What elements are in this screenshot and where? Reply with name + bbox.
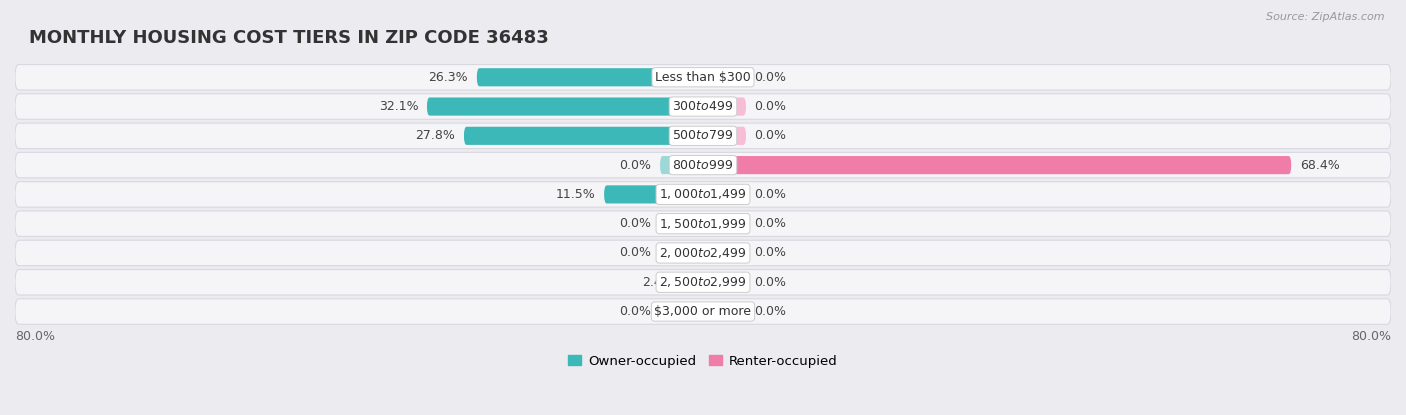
- FancyBboxPatch shape: [703, 244, 747, 262]
- Text: 27.8%: 27.8%: [415, 129, 456, 142]
- Text: Less than $300: Less than $300: [655, 71, 751, 84]
- Text: 0.0%: 0.0%: [620, 305, 651, 318]
- FancyBboxPatch shape: [682, 273, 703, 291]
- FancyBboxPatch shape: [703, 68, 747, 86]
- Text: $300 to $499: $300 to $499: [672, 100, 734, 113]
- FancyBboxPatch shape: [15, 64, 1391, 90]
- Text: 80.0%: 80.0%: [15, 330, 55, 343]
- FancyBboxPatch shape: [15, 269, 1391, 295]
- FancyBboxPatch shape: [703, 215, 747, 233]
- Text: 0.0%: 0.0%: [755, 305, 786, 318]
- Text: $800 to $999: $800 to $999: [672, 159, 734, 172]
- FancyBboxPatch shape: [15, 152, 1391, 178]
- Text: 0.0%: 0.0%: [755, 100, 786, 113]
- Text: 0.0%: 0.0%: [755, 276, 786, 289]
- FancyBboxPatch shape: [659, 215, 703, 233]
- FancyBboxPatch shape: [464, 127, 703, 145]
- Text: Source: ZipAtlas.com: Source: ZipAtlas.com: [1267, 12, 1385, 22]
- FancyBboxPatch shape: [703, 156, 1291, 174]
- FancyBboxPatch shape: [605, 186, 703, 203]
- Text: 0.0%: 0.0%: [620, 217, 651, 230]
- FancyBboxPatch shape: [659, 156, 703, 174]
- FancyBboxPatch shape: [659, 244, 703, 262]
- Text: 0.0%: 0.0%: [755, 71, 786, 84]
- FancyBboxPatch shape: [703, 127, 747, 145]
- Text: 0.0%: 0.0%: [620, 247, 651, 259]
- Text: $2,500 to $2,999: $2,500 to $2,999: [659, 275, 747, 289]
- Text: 0.0%: 0.0%: [620, 159, 651, 172]
- FancyBboxPatch shape: [703, 98, 747, 116]
- Text: MONTHLY HOUSING COST TIERS IN ZIP CODE 36483: MONTHLY HOUSING COST TIERS IN ZIP CODE 3…: [28, 29, 548, 47]
- Text: 32.1%: 32.1%: [378, 100, 419, 113]
- Text: 26.3%: 26.3%: [429, 71, 468, 84]
- Text: 68.4%: 68.4%: [1299, 159, 1340, 172]
- FancyBboxPatch shape: [703, 273, 747, 291]
- FancyBboxPatch shape: [659, 303, 703, 321]
- Text: 0.0%: 0.0%: [755, 247, 786, 259]
- FancyBboxPatch shape: [15, 299, 1391, 324]
- FancyBboxPatch shape: [15, 240, 1391, 266]
- Text: $2,000 to $2,499: $2,000 to $2,499: [659, 246, 747, 260]
- Text: 0.0%: 0.0%: [755, 217, 786, 230]
- Legend: Owner-occupied, Renter-occupied: Owner-occupied, Renter-occupied: [568, 354, 838, 368]
- FancyBboxPatch shape: [427, 98, 703, 116]
- FancyBboxPatch shape: [703, 303, 747, 321]
- FancyBboxPatch shape: [477, 68, 703, 86]
- Text: 11.5%: 11.5%: [555, 188, 596, 201]
- Text: 80.0%: 80.0%: [1351, 330, 1391, 343]
- Text: 0.0%: 0.0%: [755, 129, 786, 142]
- Text: 2.4%: 2.4%: [643, 276, 673, 289]
- FancyBboxPatch shape: [15, 182, 1391, 207]
- FancyBboxPatch shape: [15, 211, 1391, 237]
- FancyBboxPatch shape: [15, 94, 1391, 119]
- Text: 0.0%: 0.0%: [755, 188, 786, 201]
- FancyBboxPatch shape: [703, 186, 747, 203]
- Text: $3,000 or more: $3,000 or more: [655, 305, 751, 318]
- FancyBboxPatch shape: [15, 123, 1391, 149]
- Text: $500 to $799: $500 to $799: [672, 129, 734, 142]
- Text: $1,500 to $1,999: $1,500 to $1,999: [659, 217, 747, 231]
- Text: $1,000 to $1,499: $1,000 to $1,499: [659, 188, 747, 201]
